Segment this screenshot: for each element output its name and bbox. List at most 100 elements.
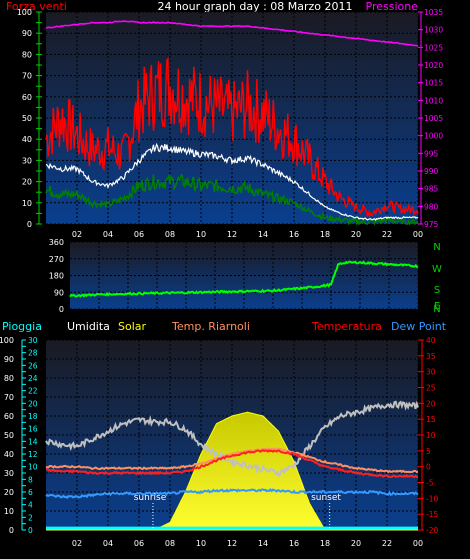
solar-y-tick-label: 16 (28, 425, 38, 434)
temp-riarnoli-label: Temp. Riarnoli (171, 320, 250, 333)
solar-y-tick-label: 12 (28, 450, 38, 459)
temp-x-tick-label: 08 (165, 539, 175, 548)
wind-panel-series (45, 20, 419, 227)
wind-x-tick-label: 12 (227, 230, 237, 239)
solar-y-tick-label: 14 (28, 437, 38, 446)
wind-x-tick-label: 20 (351, 230, 361, 239)
temp-y-tick-label: -20 (426, 526, 438, 535)
temp-y-tick-label: -10 (426, 494, 438, 503)
wind-y-tick-label: 50 (22, 114, 32, 123)
direction-compass-label: N (433, 242, 440, 253)
direction-panel-series (69, 260, 419, 298)
direction-compass-label: E (434, 301, 440, 312)
temperatura-label: Temperatura (311, 320, 382, 333)
wind-y-tick-label: 100 (17, 8, 32, 17)
solar-y-tick-label: 18 (28, 412, 38, 421)
pressure-y-tick-label: 1015 (424, 79, 443, 88)
solar-y-tick-label: 20 (28, 399, 38, 408)
direction-y-tick-label: 180 (49, 272, 64, 281)
temp-riarnoli-line (45, 447, 419, 474)
pressure-y-tick-label: 1005 (424, 114, 443, 123)
chart-title: 24 hour graph day : 08 Marzo 2011 (157, 0, 352, 13)
rain-y-tick-label: 70 (4, 393, 14, 402)
wind-x-tick-label: 06 (134, 230, 144, 239)
temp-x-tick-label: 02 (72, 539, 82, 548)
direction-panel-grid (70, 241, 419, 310)
temp-x-tick-label: 16 (289, 539, 299, 548)
wind-y-tick-label: 10 (22, 199, 32, 208)
right-axis-title: Pressione (366, 0, 419, 13)
dew-point-label: Dew Point (391, 320, 447, 333)
solar-y-tick-label: 30 (28, 336, 38, 345)
pressure-y-tick-label: 1020 (424, 61, 443, 70)
temp-x-tick-label: 22 (382, 539, 392, 548)
sunrise-label: sunrise (134, 493, 167, 503)
wind-y-tick-label: 60 (22, 93, 32, 102)
rain-y-tick-label: 50 (4, 431, 14, 440)
direction-y-tick-label: 0 (59, 305, 64, 314)
temp-y-tick-label: -15 (426, 510, 438, 519)
rain-y-tick-label: 20 (4, 488, 14, 497)
rain-y-tick-label: 60 (4, 412, 14, 421)
wind-x-tick-label: 08 (165, 230, 175, 239)
pioggia-label: Pioggia (2, 320, 42, 333)
temp-x-tick-label: 06 (134, 539, 144, 548)
wind-y-tick-label: 30 (22, 156, 32, 165)
wind-y-tick-label: 80 (22, 50, 32, 59)
pressure-y-tick-label: 980 (424, 202, 439, 211)
direction-compass-label: S (434, 285, 440, 296)
pressure-line (45, 20, 419, 47)
wind-average-line (45, 142, 419, 221)
solar-y-tick-label: 10 (28, 463, 38, 472)
left-axis-title: Forza venti (6, 0, 67, 13)
solar-label: Solar (118, 320, 147, 333)
wind-panel-axes: 0102030405060708090100975980985990995100… (17, 8, 444, 239)
temp-x-tick-label: 12 (227, 539, 237, 548)
dew-point-line (45, 487, 419, 500)
pressure-y-tick-label: 985 (424, 185, 439, 194)
solar-area (46, 411, 418, 531)
wind-x-tick-label: 04 (103, 230, 113, 239)
wind-y-tick-label: 70 (22, 72, 32, 81)
pressure-y-tick-label: 1030 (424, 26, 443, 35)
solar-y-tick-label: 8 (28, 475, 33, 484)
temp-y-tick-label: -5 (426, 479, 434, 488)
direction-y-tick-label: 270 (49, 255, 64, 264)
solar-y-tick-label: 26 (28, 361, 38, 370)
temp-y-tick-label: 0 (426, 463, 431, 472)
temp-y-tick-label: 20 (426, 399, 436, 408)
umidita-label: Umidita (67, 320, 110, 333)
rain-y-tick-label: 10 (4, 507, 14, 516)
direction-compass-label: W (432, 264, 442, 275)
wind-y-tick-label: 0 (27, 220, 32, 229)
solar-y-tick-label: 4 (28, 501, 33, 510)
rain-y-tick-label: 90 (4, 355, 14, 364)
direction-compass-label: N (433, 304, 440, 315)
wind-x-tick-label: 00 (413, 230, 423, 239)
temp-x-tick-label: 14 (258, 539, 268, 548)
temp-y-tick-label: 10 (426, 431, 436, 440)
pressure-y-tick-label: 1035 (424, 8, 443, 17)
pressure-y-tick-label: 995 (424, 149, 439, 158)
pressure-y-tick-label: 975 (424, 220, 439, 229)
temp-x-tick-label: 10 (196, 539, 206, 548)
wind-x-tick-label: 02 (72, 230, 82, 239)
wind-minimum-line (45, 173, 419, 227)
temp-y-tick-label: 25 (426, 384, 436, 393)
rain-y-tick-label: 40 (4, 450, 14, 459)
wind-y-tick-label: 40 (22, 135, 32, 144)
solar-y-tick-label: 28 (28, 349, 38, 358)
temp-y-tick-label: 35 (426, 352, 436, 361)
wind-gust-line (45, 56, 419, 219)
solar-y-tick-label: 24 (28, 374, 38, 383)
pressure-y-tick-label: 1010 (424, 96, 443, 105)
temp-x-tick-label: 18 (320, 539, 330, 548)
direction-y-tick-label: 360 (49, 238, 64, 247)
pressure-y-tick-label: 990 (424, 167, 439, 176)
pressure-y-tick-label: 1000 (424, 132, 443, 141)
temp-panel-series (45, 400, 419, 531)
solar-y-tick-label: 2 (28, 513, 33, 522)
wind-x-tick-label: 14 (258, 230, 268, 239)
